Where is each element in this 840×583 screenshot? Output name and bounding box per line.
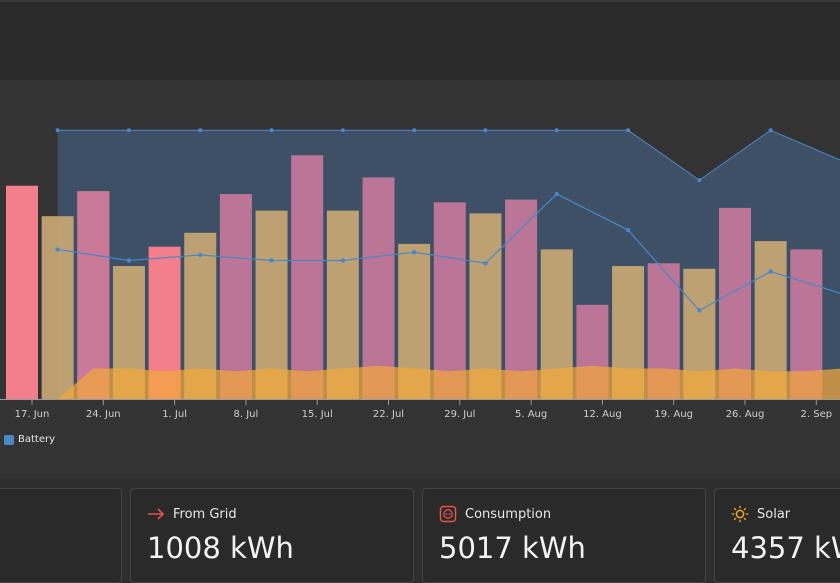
x-tick-label: 15. Jul xyxy=(302,409,333,420)
x-tick-label: 5. Aug xyxy=(515,409,547,420)
bar-tan xyxy=(326,210,359,399)
card-empty xyxy=(0,488,122,583)
battery-line-point xyxy=(340,258,346,263)
plug-icon xyxy=(439,505,457,523)
battery-line-point xyxy=(269,258,274,263)
battery-line-point xyxy=(55,247,60,252)
battery-upper-point xyxy=(626,128,631,133)
battery-upper-point xyxy=(269,128,274,133)
battery-line-point xyxy=(126,258,132,263)
x-tick-label: 12. Aug xyxy=(583,409,622,420)
legend[interactable]: Battery xyxy=(4,434,55,445)
sun-icon xyxy=(731,505,749,523)
header-band xyxy=(0,0,840,82)
bar-mauve xyxy=(719,207,751,399)
battery-line-point xyxy=(554,191,559,197)
card-title-consumption: Consumption xyxy=(465,506,552,522)
battery-upper-point xyxy=(483,128,488,133)
x-tick-label: 19. Aug xyxy=(654,409,693,420)
card-value-solar: 4357 kWh xyxy=(731,531,840,565)
x-tick-label: 24. Jun xyxy=(86,409,121,420)
bar-tan xyxy=(41,216,74,399)
card-value-consumption: 5017 kWh xyxy=(439,531,586,565)
bar-mauve xyxy=(433,202,466,399)
card-value-from-grid: 1008 kWh xyxy=(147,531,294,565)
x-tick-label: 8. Jul xyxy=(234,409,259,420)
battery-line-point xyxy=(625,227,631,233)
x-tick-label: 2. Sep xyxy=(801,409,833,420)
x-tick-label: 17. Jun xyxy=(15,409,50,420)
battery-upper-point xyxy=(412,128,417,133)
battery-upper-point xyxy=(198,128,203,133)
battery-line-point xyxy=(198,252,203,258)
consumption-area xyxy=(57,365,840,399)
bar-mauve xyxy=(77,191,110,399)
battery-upper-point xyxy=(55,128,60,133)
battery-line-point xyxy=(697,308,702,313)
bar-tan xyxy=(255,210,288,399)
battery-upper-point xyxy=(126,128,131,133)
chart-panel: 17. Jun 24. Jun 1. Jul 8. Jul 15. Jul 22. Jul… xyxy=(0,80,840,478)
x-tick-label: 29. Jul xyxy=(444,409,475,420)
bar-mauve xyxy=(291,155,324,399)
card-from-grid[interactable]: From Grid 1008 kWh xyxy=(130,488,414,583)
arrow-right-icon xyxy=(147,505,165,523)
battery-upper-point xyxy=(554,128,559,133)
bar-mauve xyxy=(505,199,538,399)
card-solar[interactable]: Solar 4357 kWh xyxy=(714,488,840,583)
legend-label-battery: Battery xyxy=(18,434,56,445)
legend-swatch-battery xyxy=(4,434,14,445)
bar-mauve xyxy=(362,177,395,399)
x-tick-label: 22. Jul xyxy=(373,409,404,420)
battery-upper-point xyxy=(768,128,773,133)
bar-pink xyxy=(6,185,38,399)
battery-upper-point xyxy=(697,178,702,183)
card-title-solar: Solar xyxy=(757,506,791,522)
card-title-from-grid: From Grid xyxy=(173,506,237,522)
battery-upper-point xyxy=(340,128,345,133)
x-tick-label: 1. Jul xyxy=(162,409,187,420)
bar-tan xyxy=(469,213,502,399)
battery-line-point xyxy=(411,249,417,255)
bar-mauve xyxy=(219,194,252,399)
x-tick-label: 26. Aug xyxy=(726,409,765,420)
card-consumption[interactable]: Consumption 5017 kWh xyxy=(422,488,706,583)
battery-line-point xyxy=(483,261,488,266)
energy-chart: 17. Jun 24. Jun 1. Jul 8. Jul 15. Jul 22. Jul… xyxy=(0,128,840,420)
battery-line-point xyxy=(768,269,773,274)
summary-cards: From Grid 1008 kWh Consumption 5017 kWh … xyxy=(0,488,840,583)
